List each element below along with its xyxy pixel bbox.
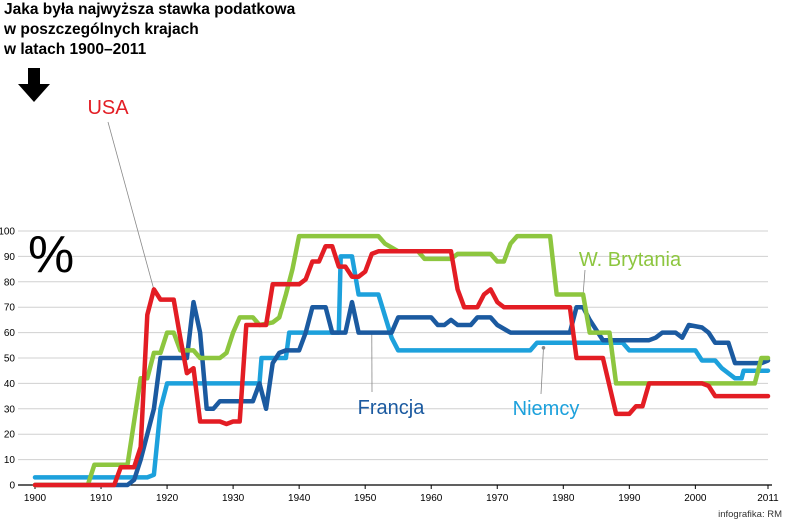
y-tick-label: 100	[0, 227, 15, 238]
down-arrow-icon	[18, 68, 50, 102]
x-axis-tick-labels: 1900 1910 1920 1930 1940 1950 1960 1970 1980 1990…	[24, 493, 779, 504]
series-label-francja: Francja	[358, 397, 426, 419]
x-tick-label: 2011	[757, 493, 779, 504]
annotation-leader-dot	[541, 346, 546, 350]
series-labels: USA W. Brytania Francja Niemcy	[87, 97, 682, 420]
annotation-leader-line	[540, 347, 544, 395]
x-tick-label: 1990	[618, 493, 641, 504]
y-tick-label: 20	[4, 430, 16, 441]
x-tick-label: 1930	[222, 493, 245, 504]
y-tick-label: 40	[4, 379, 16, 390]
y-tick-label: 50	[4, 354, 16, 365]
annotation-leader-line	[582, 269, 586, 295]
title-line-3: w latach 1900–2011	[4, 41, 147, 58]
y-tick-label: 70	[4, 303, 16, 314]
x-tick-label: 1920	[156, 493, 179, 504]
x-tick-label: 1910	[90, 493, 113, 504]
y-tick-label: 0	[9, 481, 15, 492]
y-tick-label: 10	[4, 455, 16, 466]
y-tick-label: 80	[4, 277, 16, 288]
y-tick-label: 60	[4, 328, 16, 339]
x-tick-label: 2000	[684, 493, 707, 504]
y-tick-label: 90	[4, 252, 16, 263]
series-line-niemcy	[32, 254, 771, 480]
credit-text: infografika: RM	[718, 509, 782, 520]
y-tick-label: 30	[4, 404, 16, 415]
x-tick-label: 1980	[552, 493, 575, 504]
x-tick-label: 1900	[24, 493, 47, 504]
x-axis-line	[18, 484, 772, 489]
series-label-niemcy: Niemcy	[513, 398, 580, 420]
x-tick-label: 1960	[420, 493, 443, 504]
series-line-francja	[32, 299, 771, 488]
series-label-w-brytania: W. Brytania	[579, 249, 682, 271]
series-label-usa: USA	[87, 97, 129, 119]
series-lines	[32, 233, 771, 488]
series-line-usa	[32, 243, 771, 488]
y-axis-tick-labels: 0 10 20 30 40 50 60 70 80 90 100	[0, 227, 15, 492]
x-tick-label: 1950	[354, 493, 377, 504]
x-tick-label: 1970	[486, 493, 509, 504]
unit-symbol: %	[28, 226, 74, 284]
annotation-leader-line	[107, 121, 155, 290]
title-line-1: Jaka była najwyższa stawka podatkowa	[4, 1, 296, 18]
x-tick-label: 1940	[288, 493, 311, 504]
series-line-w-brytania	[32, 233, 771, 488]
title-line-2: w poszczególnych krajach	[4, 21, 199, 38]
chart-title: Jaka była najwyższa stawka podatkowa w p…	[4, 0, 295, 60]
